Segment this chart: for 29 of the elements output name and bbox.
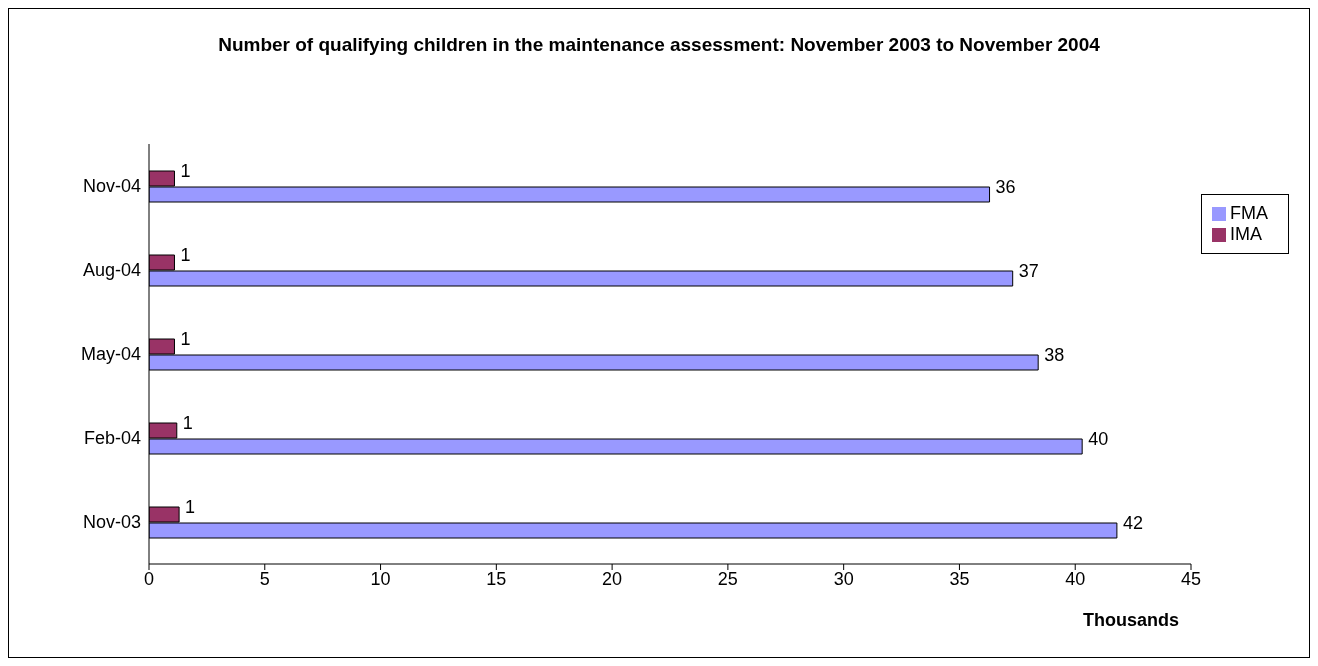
x-tick-label: 0 [143, 568, 155, 589]
x-tick-label: 5 [259, 568, 270, 589]
x-tick-label: 20 [602, 568, 623, 589]
data-label: 1 [180, 244, 191, 265]
x-tick-label: 25 [717, 568, 738, 589]
chart-title: Number of qualifying children in the maintenance assessment: November 2003 to November 2004 [217, 33, 1101, 57]
data-label: 38 [1044, 344, 1065, 365]
y-tick-label: Aug-04 [82, 260, 141, 281]
y-tick-label: May-04 [80, 344, 141, 365]
x-axis-title: Thousands [1082, 610, 1180, 630]
x-tick-label: 45 [1180, 568, 1202, 589]
x-tick-label: 15 [486, 568, 507, 589]
data-label: 36 [995, 176, 1016, 197]
x-tick-label: 40 [1065, 568, 1086, 589]
data-label: 42 [1122, 512, 1143, 533]
data-label: 1 [180, 328, 191, 349]
x-tick-label: 35 [949, 568, 970, 589]
data-label: 37 [1018, 260, 1039, 281]
y-tick-label: Feb-04 [83, 428, 141, 449]
legend-label: FMA [1230, 203, 1268, 223]
y-tick-label: Nov-03 [82, 512, 141, 533]
legend-label: IMA [1230, 224, 1263, 244]
data-label: 40 [1088, 428, 1109, 449]
x-tick-label: 10 [370, 568, 391, 589]
data-label: 1 [185, 496, 196, 517]
y-tick-label: Nov-04 [82, 176, 141, 197]
data-label: 1 [182, 412, 193, 433]
data-label: 1 [180, 160, 191, 181]
x-tick-label: 30 [833, 568, 854, 589]
